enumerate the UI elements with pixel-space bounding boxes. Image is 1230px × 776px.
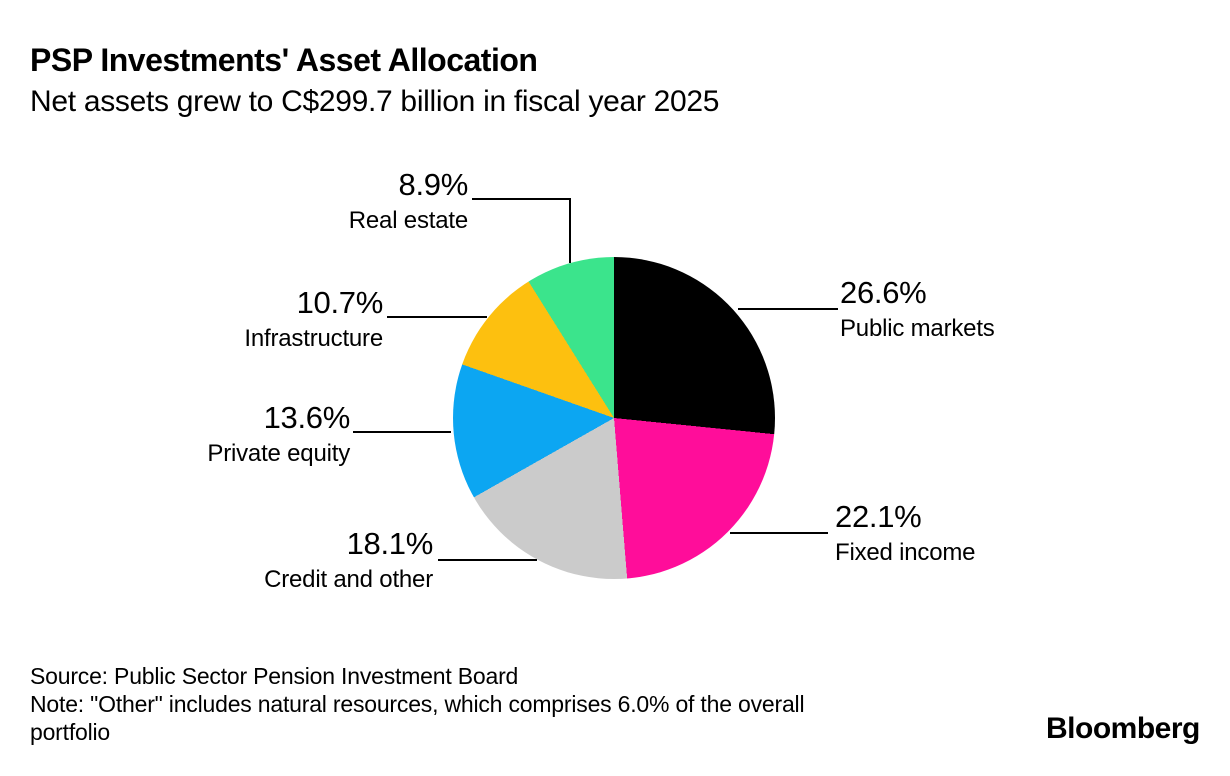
callout-label: Private equity (207, 440, 350, 467)
callout-label: Credit and other (264, 566, 433, 593)
callout-public-markets: 26.6% Public markets (840, 276, 1160, 342)
pie-chart (453, 257, 775, 579)
note-text: Note: "Other" includes natural resources… (30, 691, 805, 745)
callout-fixed-income: 22.1% Fixed income (835, 500, 1155, 566)
source-text: Source: Public Sector Pension Investment… (30, 663, 519, 689)
leader-line-fixed-income (730, 532, 828, 534)
page-title: PSP Investments' Asset Allocation (30, 42, 538, 78)
callout-value: 26.6% (840, 275, 927, 310)
callout-label: Public markets (840, 315, 995, 342)
callout-label: Infrastructure (244, 325, 383, 352)
leader-line-infrastructure (387, 316, 487, 318)
callout-real-estate: 8.9% Real estate (148, 167, 469, 234)
leader-line-credit-and-other (438, 559, 537, 561)
callout-infrastructure: 10.7% Infrastructure (63, 286, 383, 352)
leader-line-public-markets (738, 308, 838, 310)
callout-label: Fixed income (835, 539, 976, 566)
callout-value: 8.9% (398, 167, 469, 202)
callout-label: Real estate (348, 207, 468, 234)
page-subtitle: Net assets grew to C$299.7 billion in fi… (30, 85, 720, 118)
callout-value: 22.1% (835, 499, 922, 534)
leader-line-real-estate-horizontal (472, 198, 571, 200)
leader-line-real-estate-vertical (569, 198, 571, 263)
bloomberg-logo: Bloomberg (1046, 712, 1200, 745)
callout-value: 13.6% (263, 400, 351, 435)
callout-value: 10.7% (296, 285, 384, 320)
callout-value: 18.1% (346, 526, 434, 561)
leader-line-private-equity (353, 431, 451, 433)
footnotes: Source: Public Sector Pension Investment… (30, 662, 820, 746)
callout-credit-and-other: 18.1% Credit and other (113, 527, 433, 593)
callout-private-equity: 13.6% Private equity (30, 401, 350, 467)
